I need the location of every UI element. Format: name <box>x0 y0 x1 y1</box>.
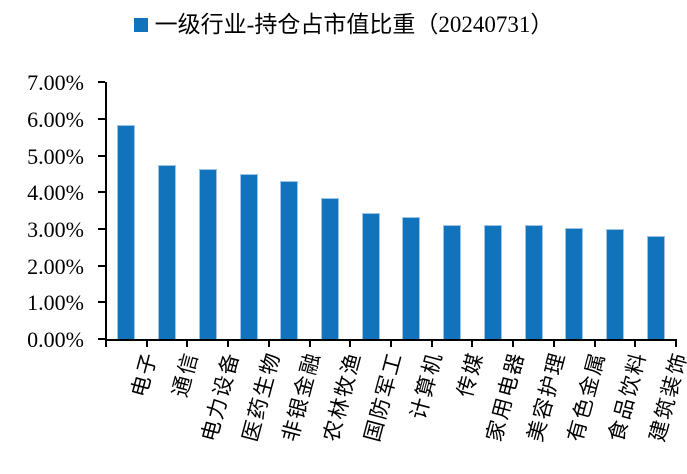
x-tick <box>593 341 596 347</box>
legend-marker-icon <box>133 18 148 32</box>
x-tick <box>105 341 107 347</box>
y-axis-label: 6.00% <box>27 106 84 132</box>
y-axis <box>105 82 107 341</box>
chart-legend: 一级行业-持仓占市值比重（20240731） <box>0 9 687 41</box>
y-tick <box>98 154 105 157</box>
x-tick <box>145 341 148 347</box>
bar <box>402 216 421 339</box>
x-tick <box>227 341 230 347</box>
x-tick <box>471 341 474 347</box>
bar <box>361 212 380 339</box>
y-axis-label: 1.00% <box>27 290 84 316</box>
y-axis-label: 7.00% <box>27 70 84 96</box>
x-axis-label: 通信 <box>168 349 204 400</box>
legend-label: 一级行业-持仓占市值比重（20240731） <box>154 12 554 37</box>
x-axis-label: 计算机 <box>406 349 448 422</box>
bar <box>646 235 665 339</box>
y-tick <box>98 191 105 194</box>
y-axis-label: 0.00% <box>27 327 84 352</box>
bar <box>443 224 462 339</box>
x-tick <box>390 341 392 347</box>
y-tick <box>98 117 105 120</box>
x-tick <box>349 341 352 347</box>
y-tick <box>98 81 105 84</box>
bar <box>280 180 299 339</box>
bar <box>198 169 217 339</box>
x-axis-label: 传媒 <box>453 349 489 400</box>
y-tick <box>98 338 105 340</box>
bar <box>524 225 543 339</box>
y-axis-label: 2.00% <box>27 253 84 279</box>
x-tick <box>430 341 433 347</box>
bar <box>605 229 624 339</box>
x-axis-label: 电子 <box>127 349 163 400</box>
x-tick <box>267 341 270 347</box>
bar <box>565 227 584 339</box>
x-tick <box>308 341 311 347</box>
y-axis-label: 5.00% <box>27 143 84 169</box>
x-tick <box>634 341 637 347</box>
y-axis-label: 3.00% <box>27 216 84 242</box>
bar <box>158 164 177 339</box>
x-tick <box>552 341 555 347</box>
x-tick <box>186 341 189 347</box>
bar <box>483 224 502 339</box>
y-axis-label: 4.00% <box>27 180 84 206</box>
bar <box>117 124 136 339</box>
bar <box>239 173 258 339</box>
x-axis <box>105 339 677 341</box>
bar <box>320 197 339 339</box>
y-tick <box>98 264 105 267</box>
x-tick <box>675 341 677 347</box>
x-tick <box>512 341 515 347</box>
y-tick <box>98 227 105 230</box>
y-tick <box>98 301 105 304</box>
